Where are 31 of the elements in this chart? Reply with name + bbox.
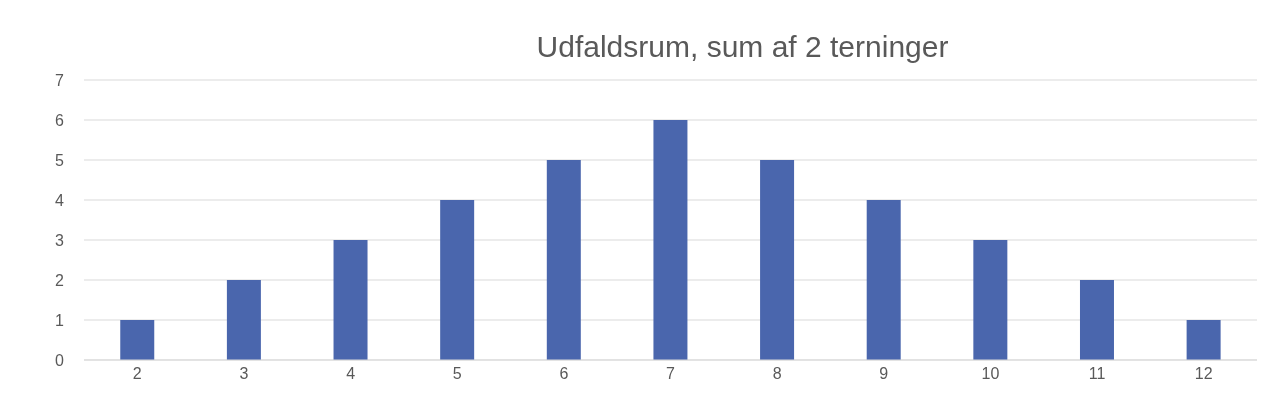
y-tick-label: 4 — [55, 191, 65, 209]
x-tick-label: 5 — [452, 365, 462, 383]
y-tick-label: 0 — [55, 351, 65, 369]
x-tick-label: 6 — [559, 365, 569, 383]
y-tick-label: 6 — [55, 111, 65, 129]
y-tick-label: 2 — [55, 271, 65, 289]
bar — [120, 320, 155, 360]
x-tick-label: 9 — [879, 365, 889, 383]
x-tick-label: 4 — [346, 365, 356, 383]
x-tick-label: 12 — [1194, 365, 1213, 383]
bar — [653, 120, 688, 360]
bar — [440, 200, 475, 360]
y-tick-label: 7 — [55, 71, 65, 89]
bar — [546, 160, 581, 360]
chart-title: Udfaldsrum, sum af 2 terninger — [536, 30, 949, 63]
y-tick-label: 3 — [55, 231, 65, 249]
bar — [1186, 320, 1221, 360]
bar — [973, 240, 1008, 360]
bar — [226, 280, 261, 360]
x-tick-label: 11 — [1088, 365, 1106, 383]
x-tick-label: 8 — [772, 365, 782, 383]
bar — [1079, 280, 1114, 360]
x-tick-label: 3 — [239, 365, 249, 383]
bar — [760, 160, 795, 360]
y-tick-label: 5 — [55, 151, 65, 169]
x-tick-label: 7 — [666, 365, 676, 383]
bar — [866, 200, 901, 360]
bar — [333, 240, 368, 360]
y-tick-label: 1 — [55, 311, 65, 329]
x-tick-label: 2 — [132, 365, 142, 383]
x-tick-label: 10 — [981, 365, 1000, 383]
